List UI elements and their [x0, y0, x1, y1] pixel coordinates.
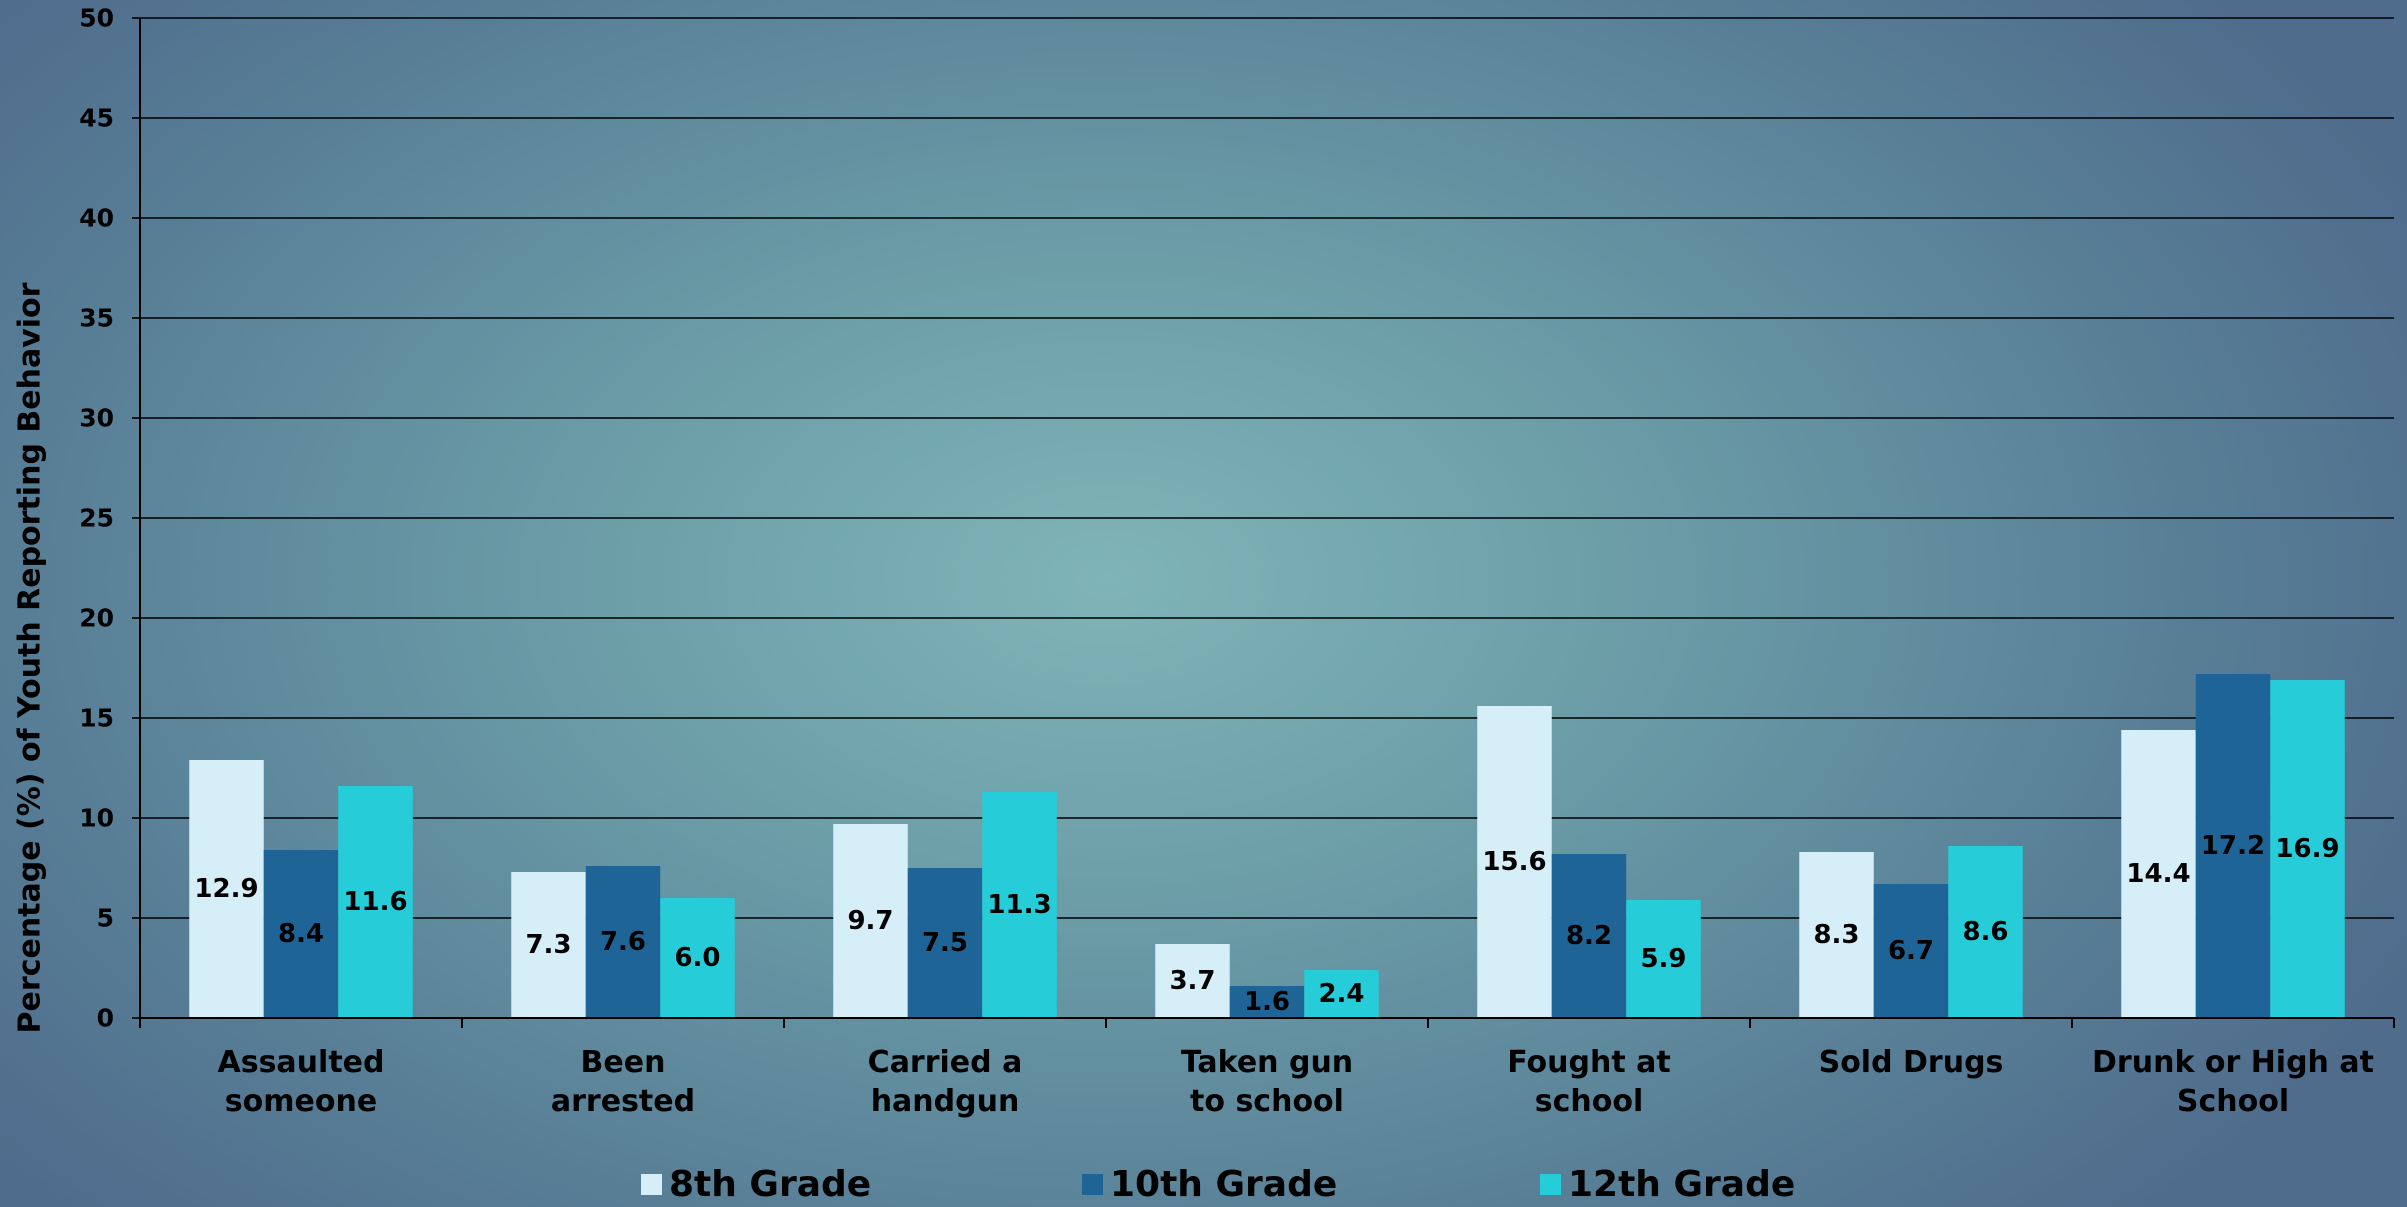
bar-data-label: 6.7 [1888, 936, 1934, 966]
legend-label-10th-grade: 10th Grade [1110, 1164, 1338, 1205]
legend-swatch-10th-grade [1082, 1174, 1103, 1195]
bar-data-label: 8.3 [1813, 920, 1859, 950]
legend-item-8th-grade: 8th Grade [641, 1162, 871, 1207]
bar-data-label: 8.2 [1566, 921, 1612, 951]
bar [907, 868, 983, 1018]
x-tick-label-line: someone [225, 1084, 377, 1119]
bar-data-label: 11.6 [343, 887, 407, 917]
bar-data-label: 6.0 [674, 943, 720, 973]
bar [982, 792, 1057, 1018]
y-tick-label: 15 [79, 704, 114, 733]
bar [1873, 884, 1949, 1018]
legend-swatch-8th-grade [641, 1174, 662, 1195]
bar [263, 850, 339, 1018]
bar [833, 824, 908, 1018]
y-tick-label: 20 [79, 604, 114, 633]
x-tick-label: Fought at school [1507, 1045, 1670, 1119]
bar [2270, 680, 2345, 1018]
x-tick-label: Carried a handgun [868, 1045, 1023, 1119]
bar [1799, 852, 1874, 1018]
chart-plot: 0 5 10 15 20 25 30 35 40 45 50 Percentage (%) of Yo… [13, 4, 2395, 1119]
bar [189, 760, 264, 1018]
bar [511, 872, 586, 1018]
bar-data-label: 7.6 [600, 927, 646, 957]
y-tick-label: 50 [79, 4, 114, 33]
bar-data-label: 11.3 [987, 890, 1051, 920]
bar-data-label: 9.7 [847, 906, 893, 936]
bar-data-label: 12.9 [194, 874, 258, 904]
bar [1304, 970, 1379, 1018]
y-tick-label: 25 [79, 504, 114, 533]
bar-data-label: 7.3 [525, 930, 571, 960]
bar-data-label: 8.6 [1962, 917, 2008, 947]
bar-data-label: 7.5 [922, 928, 968, 958]
bar [1551, 854, 1627, 1018]
x-tick-label-line: to school [1190, 1084, 1344, 1119]
x-tick-label: Taken gun to school [1181, 1045, 1353, 1119]
x-tick-label-line: school [1535, 1084, 1644, 1119]
x-tick-label-line: arrested [551, 1084, 695, 1119]
bar [585, 866, 661, 1018]
y-tick-label: 30 [79, 404, 114, 433]
bar-data-label: 17.2 [2201, 831, 2265, 861]
legend-swatch-12th-grade [1540, 1174, 1561, 1195]
y-tick-label: 10 [79, 804, 114, 833]
y-axis-title: Percentage (%) of Youth Reporting Behavi… [13, 282, 48, 1033]
legend-item-10th-grade: 10th Grade [1082, 1162, 1337, 1207]
x-tick-label: Assaulted someone [218, 1045, 385, 1119]
legend-label-12th-grade: 12th Grade [1568, 1164, 1796, 1205]
y-tick-label: 35 [79, 304, 114, 333]
bar-data-label: 15.6 [1482, 847, 1546, 877]
bar [2195, 674, 2271, 1018]
y-tick-label: 5 [97, 904, 114, 933]
x-tick-label-line: Been [581, 1045, 666, 1080]
bar-data-label: 3.7 [1169, 966, 1215, 996]
y-tick-label: 0 [97, 1004, 114, 1033]
x-tick-label-line: Fought at [1507, 1045, 1670, 1080]
x-tick-label-line: Sold Drugs [1819, 1045, 2004, 1080]
legend-item-12th-grade: 12th Grade [1540, 1162, 1795, 1207]
x-tick-label-line: Taken gun [1181, 1045, 1353, 1080]
bar [1626, 900, 1701, 1018]
x-tick-label: Been arrested [551, 1045, 695, 1119]
bar [1229, 986, 1305, 1018]
x-tick-label: Sold Drugs [1819, 1045, 2004, 1080]
bar [1948, 846, 2023, 1018]
x-tick-label-line: Assaulted [218, 1045, 385, 1080]
bar [338, 786, 413, 1018]
x-tick-label-line: handgun [871, 1084, 1020, 1119]
y-tick-label: 45 [79, 104, 114, 133]
bar-data-label: 5.9 [1640, 944, 1686, 974]
bar-data-label: 16.9 [2275, 834, 2339, 864]
bar-data-label: 14.4 [2126, 859, 2190, 889]
y-tick-label: 40 [79, 204, 114, 233]
x-tick-label-line: School [2177, 1084, 2289, 1119]
bar [1477, 706, 1552, 1018]
bar-data-label: 8.4 [278, 919, 324, 949]
bar-data-label: 1.6 [1244, 987, 1290, 1017]
bar-data-label: 2.4 [1318, 979, 1364, 1009]
bar [1155, 944, 1230, 1018]
bar [660, 898, 735, 1018]
x-tick-label: Drunk or High at School [2092, 1045, 2374, 1119]
x-tick-label-line: Drunk or High at [2092, 1045, 2374, 1080]
x-tick-label-line: Carried a [868, 1045, 1023, 1080]
legend-label-8th-grade: 8th Grade [669, 1164, 872, 1205]
bar [2121, 730, 2196, 1018]
legend: 8th Grade 10th Grade 12th Grade [0, 1162, 2407, 1207]
